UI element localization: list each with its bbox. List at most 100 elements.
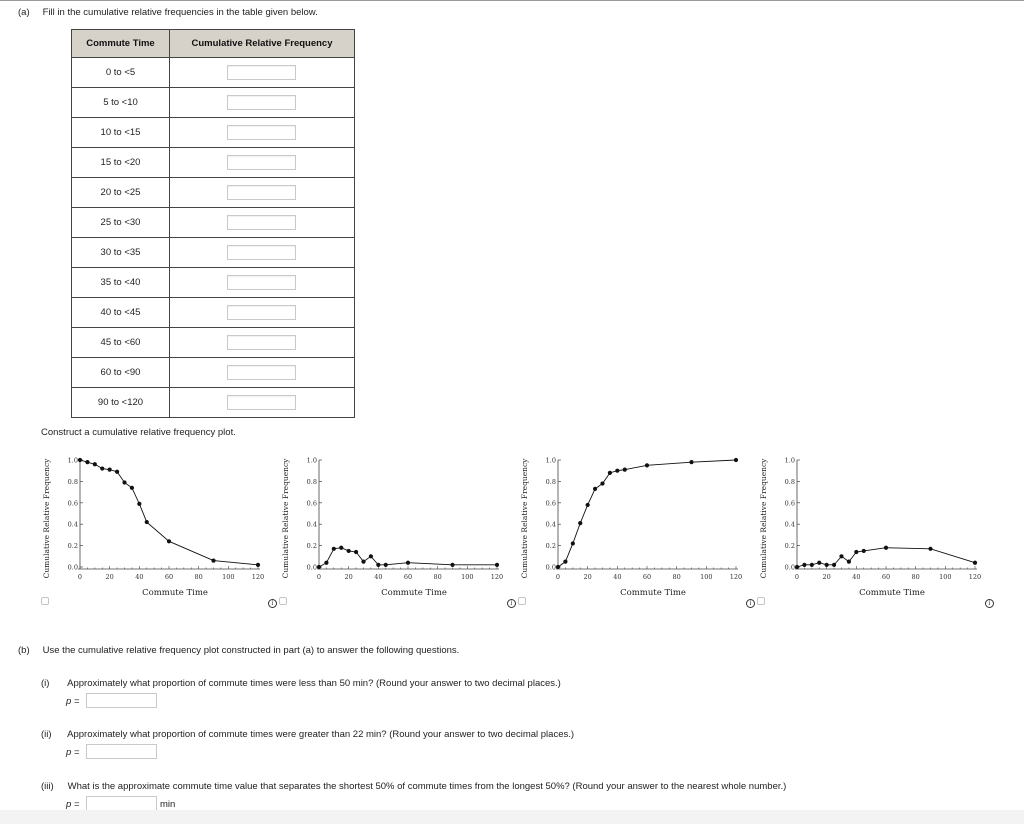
crf-cell [169,357,355,388]
bottom-band [0,810,1024,824]
x-axis-label: Commute Time [620,588,686,598]
x-tick-label: 0 [317,573,321,581]
data-point [92,462,97,467]
x-tick-label: 60 [404,573,412,581]
answer-ii-input[interactable] [86,744,157,759]
data-point [854,549,859,555]
part-b-heading: (b) Use the cumulative relative frequenc… [18,645,459,656]
part-b-label: (b) [18,645,30,656]
data-point [644,463,650,468]
data-point [122,480,127,485]
part-b-instruction: Use the cumulative relative frequency pl… [42,645,460,656]
data-point [861,548,866,554]
x-tick-label: 20 [345,573,353,581]
crf-input[interactable] [227,185,296,200]
option-a-radio[interactable] [41,597,49,605]
data-point [578,521,583,526]
crf-input[interactable] [227,335,296,350]
table-row: 40 to <45 [71,297,355,328]
data-point [114,469,120,474]
data-point [324,560,329,565]
data-point [166,539,172,544]
data-point [794,564,800,570]
x-tick-label: 60 [643,573,651,581]
data-point [689,460,694,465]
y-tick-label: 0.8 [785,478,795,486]
series-line [557,459,737,568]
commute-time-cell: 30 to <35 [71,237,170,268]
option-c-info-icon[interactable]: i [746,599,755,608]
x-axis-label: Commute Time [859,588,925,598]
data-point [361,559,366,564]
crf-input[interactable] [227,395,296,410]
data-point [137,501,142,506]
table-row: 25 to <30 [71,207,355,238]
question-ii-text: Approximately what proportion of commute… [67,729,575,740]
part-a-heading: (a) Fill in the cumulative relative freq… [18,7,318,18]
x-tick-label: 40 [374,573,382,581]
option-c-radio[interactable] [518,597,526,605]
data-point [450,562,455,567]
part-a-label: (a) [18,7,30,18]
y-tick-label: 0.4 [785,521,795,529]
x-tick-label: 0 [78,573,82,581]
y-tick-label: 0.4 [546,521,556,529]
x-tick-label: 100 [461,573,473,581]
crf-input[interactable] [227,365,296,380]
data-point [928,546,933,551]
crf-input[interactable] [227,95,296,110]
y-tick-label: 0.2 [68,542,78,550]
answer-iii-input[interactable] [86,796,157,811]
crf-cell [169,117,355,148]
data-point [883,545,889,550]
data-point [129,485,135,490]
data-point [331,546,336,551]
data-point [353,549,359,555]
x-tick-label: 100 [222,573,234,581]
data-point [733,457,739,463]
option-d-radio[interactable] [757,597,765,605]
y-axis-label: Cumulative Relative Frequency [281,458,290,579]
crf-input[interactable] [227,155,296,170]
y-axis-label: Cumulative Relative Frequency [42,458,51,579]
crf-input[interactable] [227,305,296,320]
table-row: 45 to <60 [71,327,355,358]
y-tick-label: 0.8 [546,478,556,486]
commute-time-cell: 45 to <60 [71,327,170,358]
option-a-info-icon[interactable]: i [268,599,277,608]
plot-option-c[interactable]: 0.0 0.2 0.4 0.6 0.8 1.0 0 20 40 60 80 100 120 Commute… [514,450,754,600]
crf-input[interactable] [227,215,296,230]
data-point [316,564,322,570]
crf-input[interactable] [227,125,296,140]
commute-time-cell: 20 to <25 [71,177,170,208]
answer-iii-unit: min [160,799,176,810]
x-tick-label: 100 [939,573,951,581]
x-tick-label: 80 [673,573,681,581]
y-tick-label: 0.6 [785,499,795,507]
x-tick-label: 100 [700,573,712,581]
option-b-radio[interactable] [279,597,287,605]
x-tick-label: 80 [434,573,442,581]
data-point [494,562,500,567]
answer-i-input[interactable] [86,693,157,708]
data-point [972,560,978,565]
plot-option-d[interactable]: 0.0 0.2 0.4 0.6 0.8 1.0 0 20 40 60 80 100 120 Commute… [753,450,993,600]
commute-time-cell: 10 to <15 [71,117,170,148]
crf-input[interactable] [227,245,296,260]
series-line [796,547,976,568]
option-d-info-icon[interactable]: i [985,599,994,608]
plot-option-a[interactable]: 0.0 0.2 0.4 0.6 0.8 1.0 0 20 40 60 80 100 120 Commute… [36,450,276,600]
x-tick-label: 60 [882,573,890,581]
data-point [615,468,620,473]
question-iii-text: What is the approximate commute time val… [67,781,787,792]
data-point [809,562,814,567]
crf-input[interactable] [227,65,296,80]
option-b-info-icon[interactable]: i [507,599,516,608]
table-row: 10 to <15 [71,117,355,148]
plot-option-b[interactable]: 0.0 0.2 0.4 0.6 0.8 1.0 0 20 40 60 80 100 120 Commute… [275,450,515,600]
y-axis-label: Cumulative Relative Frequency [520,458,529,579]
question-iii: (iii) What is the approximate commute ti… [41,781,786,792]
table-row: 20 to <25 [71,177,355,208]
crf-input[interactable] [227,275,296,290]
data-point [831,562,837,567]
